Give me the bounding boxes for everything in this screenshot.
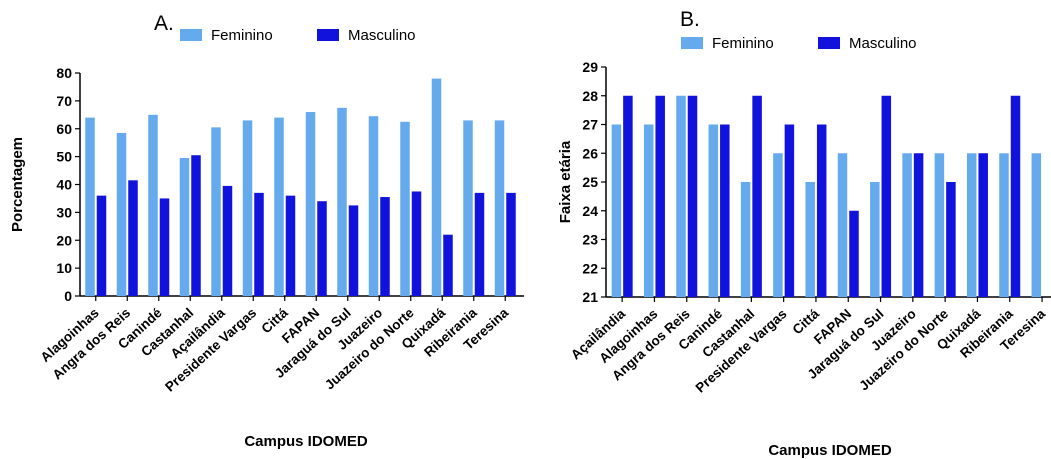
bar-masculino	[752, 95, 762, 297]
panel-label: A.	[154, 12, 174, 35]
bar-feminino	[494, 120, 505, 296]
x-axis-title: Campus IDOMED	[244, 433, 368, 450]
y-tick-label: 30	[56, 204, 72, 220]
bar-masculino	[348, 205, 359, 296]
y-tick-label: 29	[582, 59, 598, 75]
bar-feminino	[773, 153, 783, 297]
bar-masculino	[978, 153, 988, 297]
legend-swatch-1	[317, 29, 339, 41]
bar-feminino	[274, 117, 284, 296]
bar-masculino	[720, 124, 730, 297]
bar-masculino	[506, 192, 516, 296]
bar-masculino	[191, 155, 201, 296]
bar-feminino	[740, 182, 751, 297]
panel-label: B.	[680, 8, 700, 31]
bar-feminino	[400, 121, 410, 296]
bar-feminino	[148, 114, 158, 296]
bar-masculino	[1010, 95, 1021, 297]
bar-masculino	[655, 95, 665, 297]
legend-swatch-1	[818, 37, 840, 49]
bar-masculino	[784, 124, 795, 297]
y-tick-label: 27	[582, 117, 598, 133]
bar-feminino	[966, 153, 977, 297]
bar-feminino	[708, 124, 719, 297]
y-tick-label: 24	[582, 203, 598, 219]
y-axis-title: Porcentagem	[9, 137, 26, 232]
bar-masculino	[881, 95, 892, 297]
bar-feminino	[211, 127, 221, 296]
y-tick-label: 23	[582, 232, 598, 248]
bar-masculino	[474, 192, 485, 296]
bar-masculino	[411, 191, 422, 296]
y-tick-label: 26	[582, 145, 598, 161]
y-tick-label: 28	[582, 88, 598, 104]
bar-feminino	[805, 182, 815, 297]
bar-feminino	[463, 120, 473, 296]
bar-feminino	[1031, 153, 1042, 297]
legend-swatch-0	[681, 37, 703, 49]
y-tick-label: 20	[56, 232, 72, 248]
y-tick-label: 40	[56, 177, 72, 193]
bar-feminino	[999, 153, 1009, 297]
bar-masculino	[159, 198, 170, 296]
bar-feminino	[611, 124, 622, 297]
bar-masculino	[687, 95, 698, 297]
y-tick-label: 0	[64, 288, 72, 304]
legend-label-0: Feminino	[712, 35, 774, 52]
legend-label-0: Feminino	[211, 27, 273, 44]
legend-swatch-0	[180, 29, 202, 41]
bar-feminino	[116, 132, 127, 296]
bar-masculino	[623, 95, 633, 297]
bar-feminino	[242, 120, 253, 296]
bar-masculino	[946, 182, 956, 297]
bar-masculino	[317, 201, 327, 296]
bar-feminino	[431, 78, 442, 296]
bar-feminino	[676, 95, 686, 297]
bar-feminino	[902, 153, 912, 297]
bar-feminino	[179, 158, 190, 296]
bar-masculino	[913, 153, 924, 297]
bar-feminino	[305, 112, 316, 297]
bar-feminino	[870, 182, 880, 297]
x-axis-title: Campus IDOMED	[768, 442, 892, 459]
bar-feminino	[337, 107, 347, 296]
y-tick-label: 70	[56, 93, 72, 109]
y-axis-title: Faixa etária	[557, 140, 574, 223]
y-tick-label: 22	[582, 260, 598, 276]
y-tick-label: 60	[56, 121, 72, 137]
chart-b: B.Feminino Masculino212223242526272829Aça…	[557, 8, 1051, 459]
y-tick-label: 10	[56, 260, 72, 276]
bar-masculino	[222, 185, 233, 296]
legend-label-1: Masculino	[348, 27, 416, 44]
y-tick-label: 80	[56, 65, 72, 81]
legend-label-1: Masculino	[849, 35, 917, 52]
bar-feminino	[837, 153, 848, 297]
bar-feminino	[85, 117, 95, 296]
bar-masculino	[816, 124, 827, 297]
bar-feminino	[934, 153, 945, 297]
bar-masculino	[128, 180, 138, 296]
bar-masculino	[443, 234, 453, 296]
bar-masculino	[254, 192, 264, 296]
bar-feminino	[368, 116, 379, 296]
bar-masculino	[285, 195, 296, 296]
bar-masculino	[849, 210, 859, 297]
y-tick-label: 25	[582, 174, 598, 190]
y-tick-label: 21	[582, 289, 598, 305]
bar-feminino	[643, 124, 654, 297]
y-tick-label: 50	[56, 149, 72, 165]
bar-masculino	[380, 197, 390, 296]
chart-a: A.Feminino Masculino01020304050607080Alag…	[9, 12, 524, 450]
bar-masculino	[96, 195, 107, 296]
